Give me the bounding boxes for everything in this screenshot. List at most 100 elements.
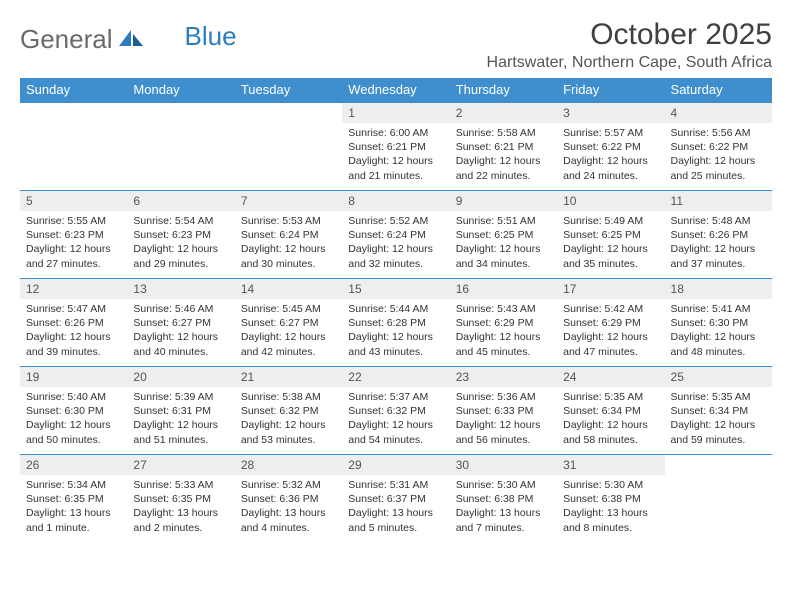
calendar-day-cell: 14Sunrise: 5:45 AMSunset: 6:27 PMDayligh… bbox=[235, 279, 342, 367]
weekday-header: Sunday bbox=[20, 78, 127, 103]
sail-icon bbox=[119, 24, 145, 55]
calendar-day-cell: 28Sunrise: 5:32 AMSunset: 6:36 PMDayligh… bbox=[235, 455, 342, 543]
sunrise-text: Sunrise: 5:49 AM bbox=[563, 214, 658, 228]
day-content: Sunrise: 5:39 AMSunset: 6:31 PMDaylight:… bbox=[127, 387, 234, 449]
day-number: 1 bbox=[342, 103, 449, 123]
weekday-header: Wednesday bbox=[342, 78, 449, 103]
day-content: Sunrise: 5:32 AMSunset: 6:36 PMDaylight:… bbox=[235, 475, 342, 537]
daylight-text: Daylight: 12 hours and 21 minutes. bbox=[348, 154, 443, 182]
day-content: Sunrise: 5:31 AMSunset: 6:37 PMDaylight:… bbox=[342, 475, 449, 537]
calendar-day-cell: 1Sunrise: 6:00 AMSunset: 6:21 PMDaylight… bbox=[342, 103, 449, 191]
sunset-text: Sunset: 6:26 PM bbox=[671, 228, 766, 242]
weekday-header: Tuesday bbox=[235, 78, 342, 103]
sunset-text: Sunset: 6:23 PM bbox=[26, 228, 121, 242]
sunset-text: Sunset: 6:28 PM bbox=[348, 316, 443, 330]
day-number: 26 bbox=[20, 455, 127, 475]
sunrise-text: Sunrise: 5:30 AM bbox=[456, 478, 551, 492]
calendar-day-cell: 15Sunrise: 5:44 AMSunset: 6:28 PMDayligh… bbox=[342, 279, 449, 367]
daylight-text: Daylight: 12 hours and 53 minutes. bbox=[241, 418, 336, 446]
calendar-day-cell: 20Sunrise: 5:39 AMSunset: 6:31 PMDayligh… bbox=[127, 367, 234, 455]
day-content: Sunrise: 5:58 AMSunset: 6:21 PMDaylight:… bbox=[450, 123, 557, 185]
sunrise-text: Sunrise: 5:35 AM bbox=[563, 390, 658, 404]
calendar-day-cell: 23Sunrise: 5:36 AMSunset: 6:33 PMDayligh… bbox=[450, 367, 557, 455]
daylight-text: Daylight: 12 hours and 27 minutes. bbox=[26, 242, 121, 270]
sunrise-text: Sunrise: 5:38 AM bbox=[241, 390, 336, 404]
daylight-text: Daylight: 12 hours and 50 minutes. bbox=[26, 418, 121, 446]
day-number: 3 bbox=[557, 103, 664, 123]
sunrise-text: Sunrise: 5:47 AM bbox=[26, 302, 121, 316]
daylight-text: Daylight: 12 hours and 47 minutes. bbox=[563, 330, 658, 358]
sunset-text: Sunset: 6:35 PM bbox=[133, 492, 228, 506]
sunrise-text: Sunrise: 5:46 AM bbox=[133, 302, 228, 316]
daylight-text: Daylight: 12 hours and 22 minutes. bbox=[456, 154, 551, 182]
day-content: Sunrise: 5:49 AMSunset: 6:25 PMDaylight:… bbox=[557, 211, 664, 273]
weekday-header: Friday bbox=[557, 78, 664, 103]
day-content: Sunrise: 5:47 AMSunset: 6:26 PMDaylight:… bbox=[20, 299, 127, 361]
day-content: Sunrise: 5:40 AMSunset: 6:30 PMDaylight:… bbox=[20, 387, 127, 449]
day-number: 18 bbox=[665, 279, 772, 299]
sunrise-text: Sunrise: 5:48 AM bbox=[671, 214, 766, 228]
day-number: 28 bbox=[235, 455, 342, 475]
sunset-text: Sunset: 6:29 PM bbox=[563, 316, 658, 330]
daylight-text: Daylight: 12 hours and 30 minutes. bbox=[241, 242, 336, 270]
sunrise-text: Sunrise: 5:56 AM bbox=[671, 126, 766, 140]
brand-part1: General bbox=[20, 24, 113, 55]
day-number: 9 bbox=[450, 191, 557, 211]
daylight-text: Daylight: 13 hours and 7 minutes. bbox=[456, 506, 551, 534]
calendar-day-cell: 11Sunrise: 5:48 AMSunset: 6:26 PMDayligh… bbox=[665, 191, 772, 279]
calendar-day-cell: 6Sunrise: 5:54 AMSunset: 6:23 PMDaylight… bbox=[127, 191, 234, 279]
sunset-text: Sunset: 6:38 PM bbox=[456, 492, 551, 506]
sunset-text: Sunset: 6:32 PM bbox=[241, 404, 336, 418]
sunset-text: Sunset: 6:22 PM bbox=[671, 140, 766, 154]
sunset-text: Sunset: 6:26 PM bbox=[26, 316, 121, 330]
sunrise-text: Sunrise: 5:30 AM bbox=[563, 478, 658, 492]
weekday-header: Thursday bbox=[450, 78, 557, 103]
weekday-header-row: Sunday Monday Tuesday Wednesday Thursday… bbox=[20, 78, 772, 103]
sunset-text: Sunset: 6:34 PM bbox=[671, 404, 766, 418]
calendar-day-cell: 24Sunrise: 5:35 AMSunset: 6:34 PMDayligh… bbox=[557, 367, 664, 455]
daylight-text: Daylight: 12 hours and 56 minutes. bbox=[456, 418, 551, 446]
day-content: Sunrise: 5:30 AMSunset: 6:38 PMDaylight:… bbox=[557, 475, 664, 537]
sunrise-text: Sunrise: 5:58 AM bbox=[456, 126, 551, 140]
daylight-text: Daylight: 13 hours and 8 minutes. bbox=[563, 506, 658, 534]
sunrise-text: Sunrise: 5:54 AM bbox=[133, 214, 228, 228]
day-number: 15 bbox=[342, 279, 449, 299]
calendar-day-cell: 25Sunrise: 5:35 AMSunset: 6:34 PMDayligh… bbox=[665, 367, 772, 455]
sunrise-text: Sunrise: 5:44 AM bbox=[348, 302, 443, 316]
sunrise-text: Sunrise: 5:39 AM bbox=[133, 390, 228, 404]
day-number: 5 bbox=[20, 191, 127, 211]
calendar-day-cell: 17Sunrise: 5:42 AMSunset: 6:29 PMDayligh… bbox=[557, 279, 664, 367]
calendar-day-cell bbox=[235, 103, 342, 191]
sunset-text: Sunset: 6:38 PM bbox=[563, 492, 658, 506]
brand-part2: Blue bbox=[185, 21, 237, 52]
calendar-day-cell: 22Sunrise: 5:37 AMSunset: 6:32 PMDayligh… bbox=[342, 367, 449, 455]
day-content: Sunrise: 5:51 AMSunset: 6:25 PMDaylight:… bbox=[450, 211, 557, 273]
sunset-text: Sunset: 6:31 PM bbox=[133, 404, 228, 418]
sunrise-text: Sunrise: 5:31 AM bbox=[348, 478, 443, 492]
calendar-week-row: 1Sunrise: 6:00 AMSunset: 6:21 PMDaylight… bbox=[20, 103, 772, 191]
sunset-text: Sunset: 6:25 PM bbox=[456, 228, 551, 242]
calendar-day-cell: 21Sunrise: 5:38 AMSunset: 6:32 PMDayligh… bbox=[235, 367, 342, 455]
day-content: Sunrise: 5:42 AMSunset: 6:29 PMDaylight:… bbox=[557, 299, 664, 361]
daylight-text: Daylight: 12 hours and 25 minutes. bbox=[671, 154, 766, 182]
sunrise-text: Sunrise: 5:34 AM bbox=[26, 478, 121, 492]
day-content: Sunrise: 5:57 AMSunset: 6:22 PMDaylight:… bbox=[557, 123, 664, 185]
daylight-text: Daylight: 12 hours and 24 minutes. bbox=[563, 154, 658, 182]
sunset-text: Sunset: 6:29 PM bbox=[456, 316, 551, 330]
day-number: 12 bbox=[20, 279, 127, 299]
sunset-text: Sunset: 6:21 PM bbox=[456, 140, 551, 154]
daylight-text: Daylight: 12 hours and 59 minutes. bbox=[671, 418, 766, 446]
sunrise-text: Sunrise: 5:53 AM bbox=[241, 214, 336, 228]
calendar-week-row: 12Sunrise: 5:47 AMSunset: 6:26 PMDayligh… bbox=[20, 279, 772, 367]
sunset-text: Sunset: 6:27 PM bbox=[133, 316, 228, 330]
sunset-text: Sunset: 6:24 PM bbox=[348, 228, 443, 242]
calendar-table: Sunday Monday Tuesday Wednesday Thursday… bbox=[20, 78, 772, 543]
daylight-text: Daylight: 12 hours and 42 minutes. bbox=[241, 330, 336, 358]
sunset-text: Sunset: 6:30 PM bbox=[26, 404, 121, 418]
calendar-day-cell: 13Sunrise: 5:46 AMSunset: 6:27 PMDayligh… bbox=[127, 279, 234, 367]
day-number: 25 bbox=[665, 367, 772, 387]
sunrise-text: Sunrise: 5:36 AM bbox=[456, 390, 551, 404]
sunset-text: Sunset: 6:36 PM bbox=[241, 492, 336, 506]
daylight-text: Daylight: 13 hours and 4 minutes. bbox=[241, 506, 336, 534]
day-number: 19 bbox=[20, 367, 127, 387]
